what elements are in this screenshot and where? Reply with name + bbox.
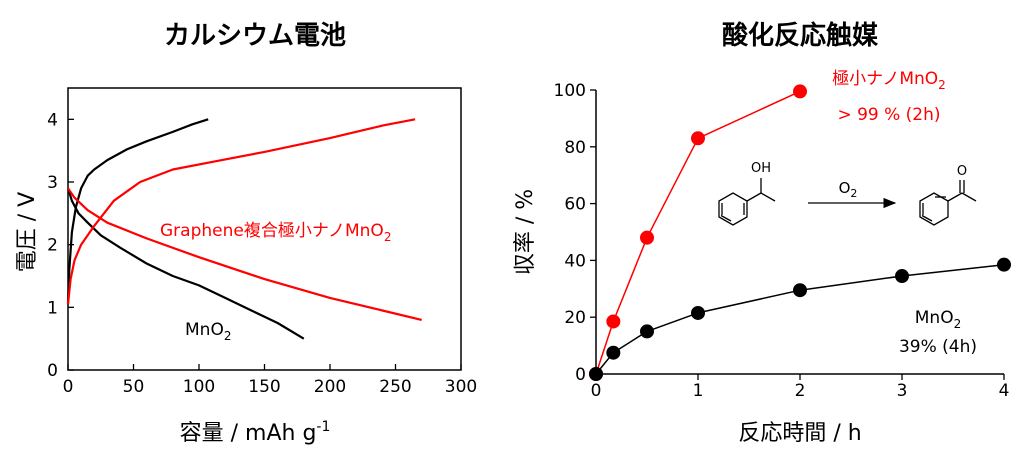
- chart-title: 酸化反応触媒: [722, 20, 879, 51]
- y-tick-label: 4: [47, 110, 58, 130]
- annotation-graphene-mno2: Graphene複合極小ナノMnO2: [160, 221, 391, 244]
- data-point: [606, 345, 621, 360]
- x-tick-label: 3: [897, 381, 908, 401]
- hydroxyl-label: OH: [751, 161, 771, 176]
- y-tick-label: 2: [47, 236, 58, 256]
- annotation-mno2-yield: 39% (4h): [899, 337, 977, 357]
- y-tick-label: 40: [564, 251, 586, 271]
- x-tick-label: 1: [693, 381, 704, 401]
- reaction-scheme: OH O2 O: [718, 161, 977, 226]
- chart-battery: カルシウム電池 0 50 100 150 200 250 300 0 1 2 3 4 容量 / mAh…: [15, 21, 477, 446]
- y-tick-label: 1: [47, 298, 58, 318]
- x-tick-label: 300: [445, 377, 477, 397]
- data-point: [640, 324, 654, 339]
- annotation-nano-mno2: 極小ナノMnO2: [832, 69, 946, 92]
- y-tick-label: 0: [47, 361, 58, 381]
- y-tick-label: 60: [564, 195, 586, 215]
- series-line-0: [66, 118, 209, 305]
- annotation-nano-yield: > 99 % (2h): [837, 105, 940, 125]
- x-tick-label: 2: [795, 381, 806, 401]
- annotation-mno2: MnO2: [185, 320, 231, 343]
- y-tick-label: 0: [575, 365, 586, 385]
- y-tick-label: 20: [564, 308, 586, 328]
- x-axis-label: 反応時間 / h: [738, 421, 861, 446]
- product-structure: [919, 180, 977, 226]
- x-tick-label: 150: [248, 377, 280, 397]
- x-tick-label: 0: [591, 381, 602, 401]
- x-tick-label: 250: [379, 377, 411, 397]
- x-axis-label: 容量 / mAh g-1: [180, 419, 331, 446]
- x-tick-label: 0: [63, 377, 74, 397]
- data-point: [793, 283, 807, 298]
- x-tick-label: 100: [183, 377, 215, 397]
- series-group: [589, 84, 1011, 381]
- series-group: [66, 118, 422, 340]
- x-tick-label: 200: [314, 377, 346, 397]
- data-point: [793, 84, 807, 99]
- reactant-structure: [718, 178, 776, 226]
- y-axis-label: 電圧 / V: [15, 192, 40, 272]
- data-point: [691, 305, 705, 320]
- data-point: [606, 314, 621, 329]
- series-line-3: [67, 187, 422, 321]
- annotation-mno2: MnO2: [915, 308, 961, 331]
- data-point: [997, 257, 1011, 272]
- chart-title: カルシウム電池: [164, 21, 346, 51]
- data-point: [589, 367, 603, 381]
- y-tick-label: 3: [47, 173, 58, 193]
- axis-ticks: 0 50 100 150 200 250 300 0 1 2 3 4: [47, 110, 477, 397]
- x-tick-label: 50: [123, 377, 145, 397]
- carbonyl-label: O: [957, 164, 967, 179]
- x-tick-label: 4: [999, 381, 1010, 401]
- y-tick-label: 100: [554, 81, 586, 101]
- data-point: [691, 131, 705, 146]
- y-axis-label: 収率 / %: [513, 189, 538, 275]
- data-point: [640, 230, 654, 245]
- series-line-1: [66, 187, 305, 340]
- reagent-label: O2: [839, 179, 858, 200]
- y-tick-label: 80: [564, 138, 586, 158]
- data-point: [895, 269, 909, 284]
- series-line-2: [66, 118, 416, 305]
